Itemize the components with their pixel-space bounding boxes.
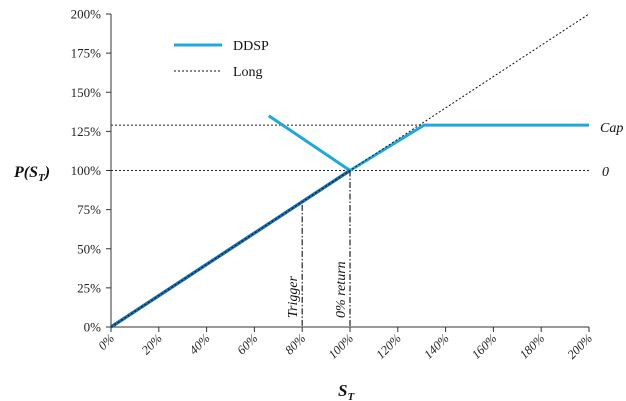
x-tick-label: 100% [326,331,357,362]
y-tick-label: 100% [71,163,102,178]
vertical-markers: Trigger 0% return [286,170,351,327]
x-tick-label: 120% [373,331,404,362]
y-tick-label: 125% [71,124,102,139]
y-tick-label: 150% [71,85,102,100]
zero-label: 0 [602,165,609,180]
vertical-marker-label: 0% return [334,261,349,318]
cap-label: Cap [600,121,623,136]
overlap-line [110,169,351,329]
vertical-marker-label: Trigger [286,275,301,318]
x-tick-label: 60% [234,331,260,357]
x-tick-label: 20% [139,331,165,357]
y-tick-label: 0% [84,320,102,335]
ddsp-line [267,114,351,172]
y-tick-label: 175% [71,46,102,61]
y-tick-labels: 0% 25% 50% 75% 100% 125% 150% 175% 200% [71,7,111,335]
y-axis-label: P(ST) [13,164,50,184]
y-tick-label: 50% [77,241,101,256]
x-tick-label: 80% [282,331,308,357]
x-tick-label: 40% [187,331,213,357]
ddsp-line [110,123,589,329]
x-tick-label: 160% [469,331,500,362]
y-tick-label: 75% [77,202,101,217]
x-tick-labels: 0% 20% 40% 60% 80% 100% 120% 140% 160% 180% 200% [95,327,595,362]
legend: DDSP Long [174,39,269,80]
x-tick-label: 140% [421,331,452,362]
reference-lines-layer [111,124,589,171]
x-tick-label: 180% [517,331,548,362]
legend-long-label: Long [233,65,263,80]
legend-ddsp-label: DDSP [233,39,269,54]
x-axis-label: ST [338,381,355,401]
y-tick-label: 200% [71,7,102,22]
x-tick-label: 200% [565,331,596,362]
y-tick-label: 25% [77,280,101,295]
